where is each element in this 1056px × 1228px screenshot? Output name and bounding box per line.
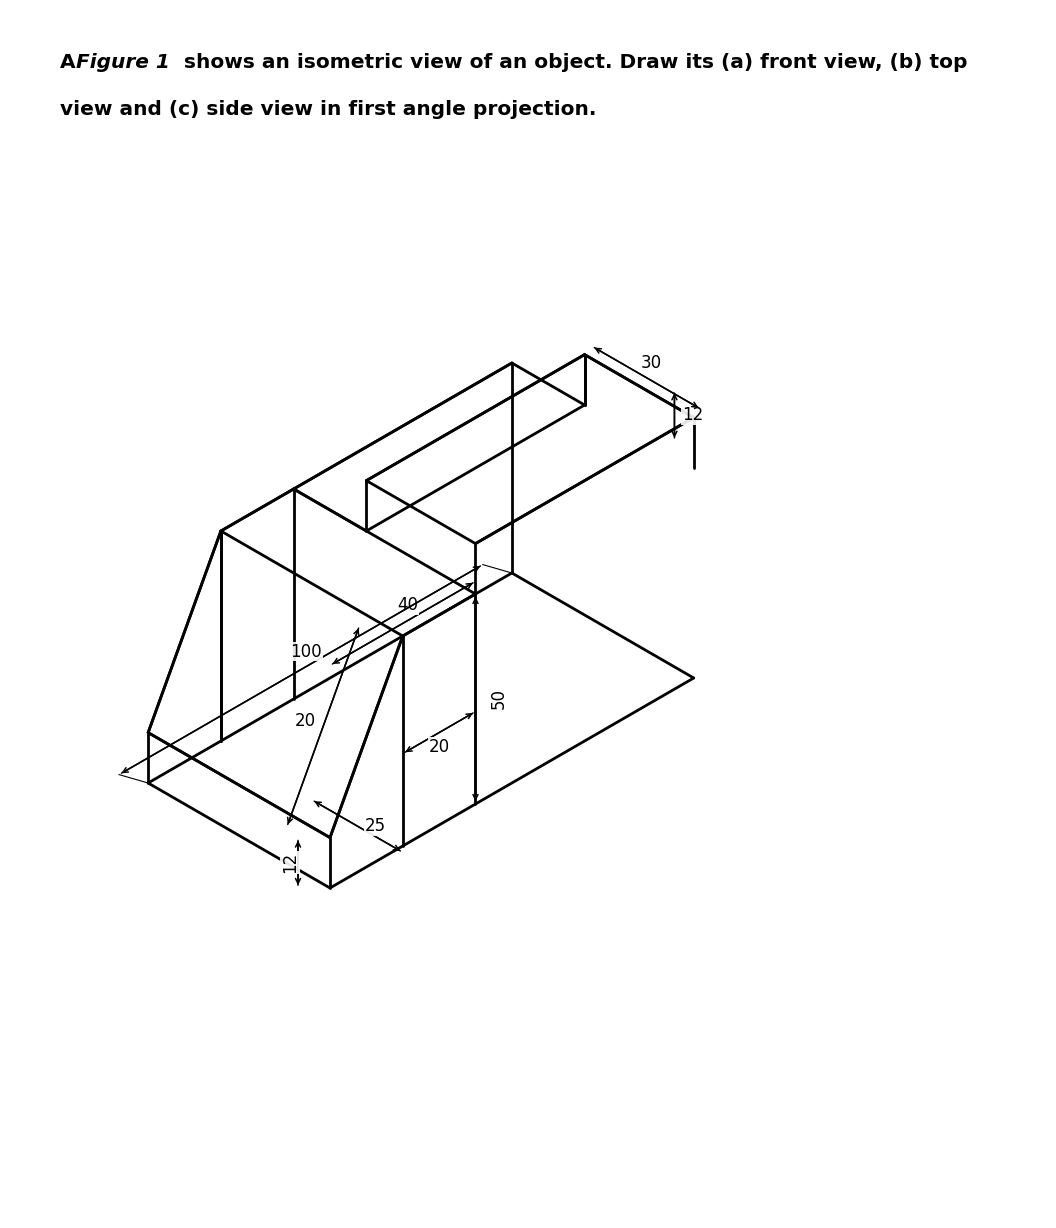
- Text: 100: 100: [290, 642, 322, 661]
- Text: 25: 25: [364, 817, 385, 835]
- Text: 30: 30: [641, 354, 662, 372]
- Text: Figure 1: Figure 1: [76, 53, 170, 72]
- Text: A: A: [60, 53, 82, 72]
- Text: 20: 20: [429, 738, 450, 755]
- Text: 50: 50: [490, 689, 508, 710]
- Text: 40: 40: [397, 597, 418, 614]
- Text: 12: 12: [281, 852, 299, 873]
- Text: shows an isometric view of an object. Draw its (a) front view, (b) top: shows an isometric view of an object. Dr…: [177, 53, 967, 72]
- Text: view and (c) side view in first angle projection.: view and (c) side view in first angle pr…: [60, 99, 597, 119]
- Text: 12: 12: [682, 406, 703, 425]
- Text: 20: 20: [295, 712, 316, 731]
